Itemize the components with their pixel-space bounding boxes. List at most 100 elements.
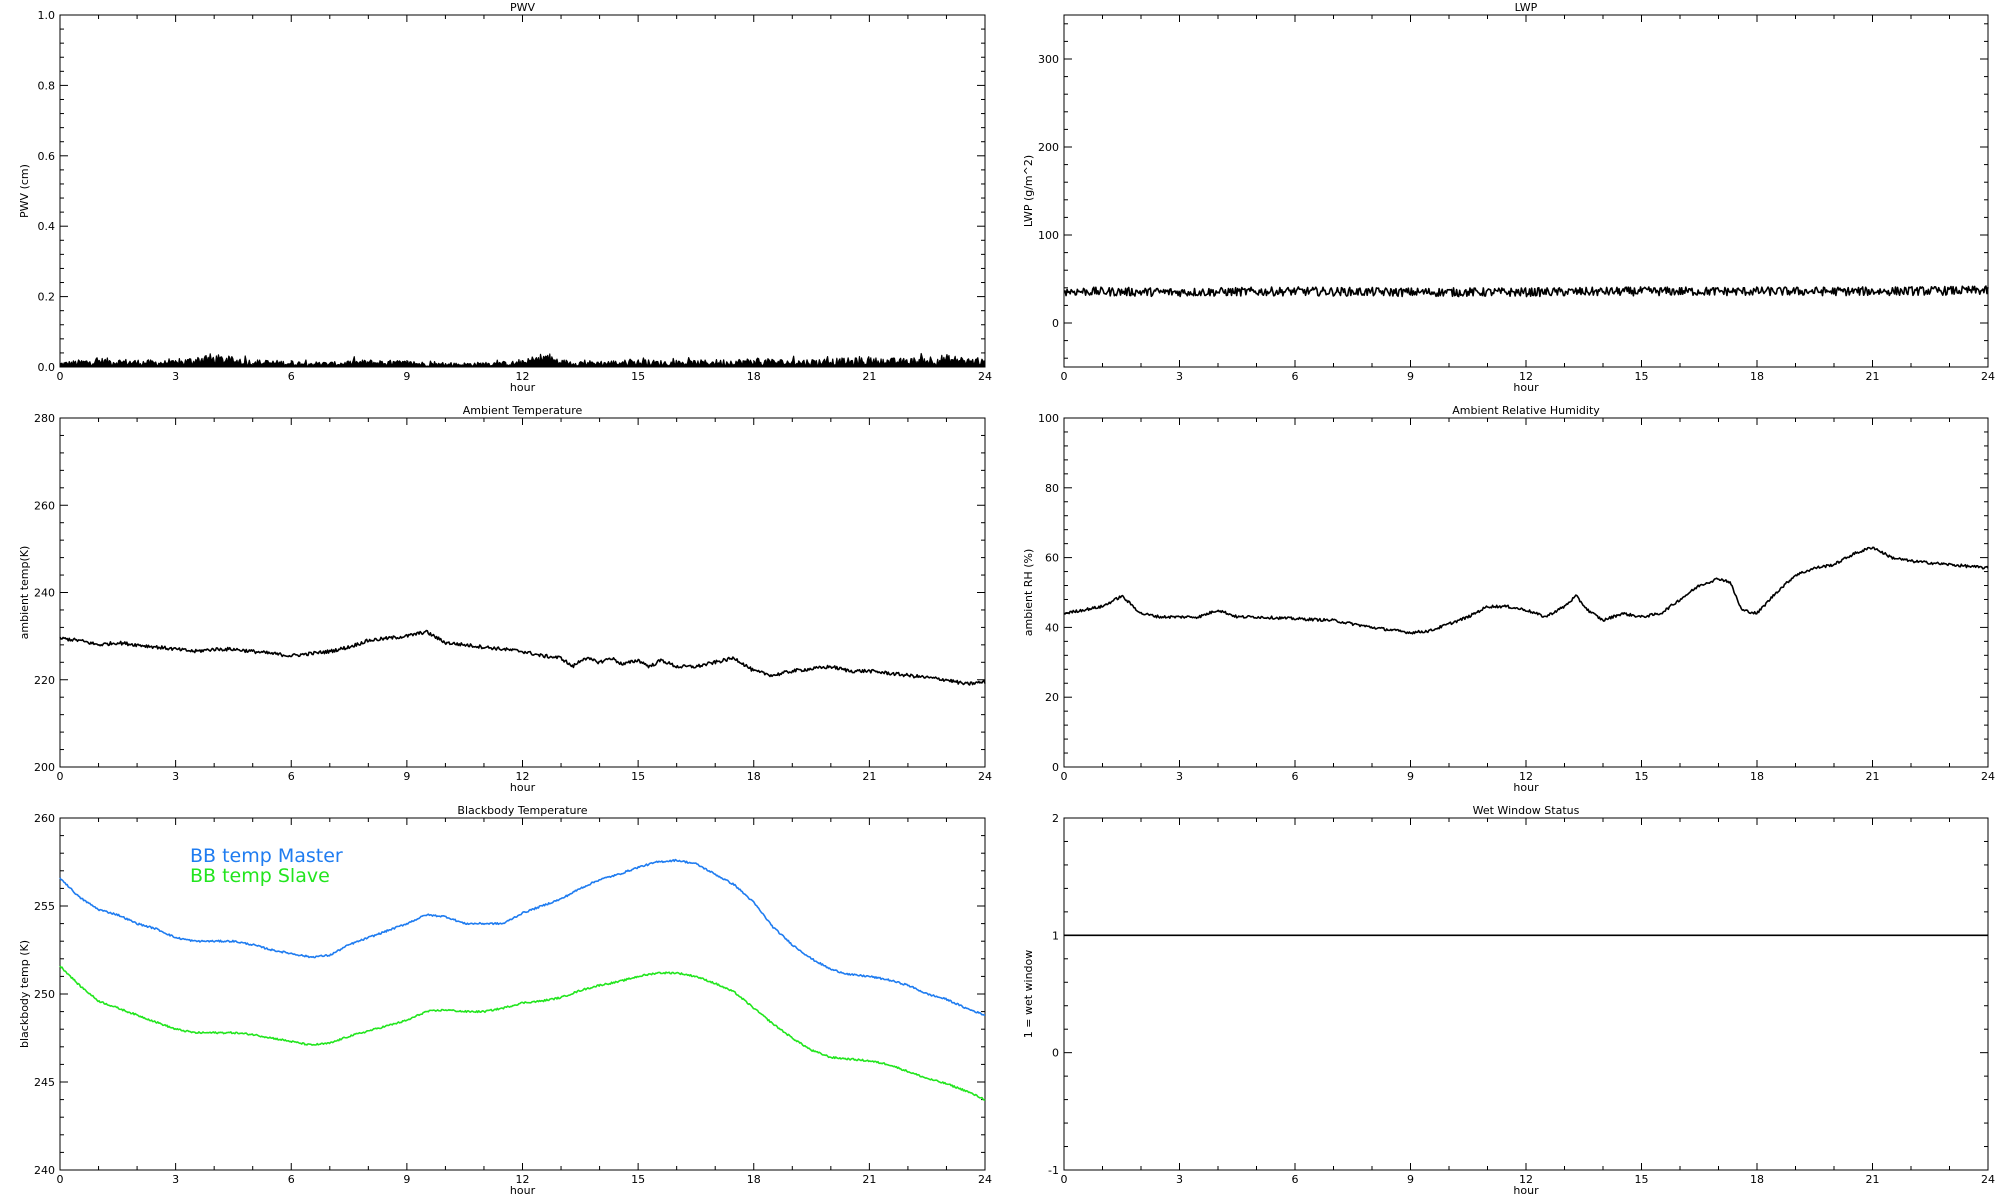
x-tick-label: 0 bbox=[1061, 370, 1068, 383]
y-tick-label: 60 bbox=[1045, 552, 1059, 565]
y-tick-label: 240 bbox=[34, 1164, 55, 1177]
y-axis-title: PWV (cm) bbox=[18, 164, 31, 218]
x-tick-label: 6 bbox=[1292, 770, 1299, 783]
series-line bbox=[1063, 546, 1989, 635]
y-tick-label: 0 bbox=[1052, 761, 1059, 774]
x-tick-label: 18 bbox=[747, 1173, 761, 1186]
y-tick-label: 240 bbox=[34, 587, 55, 600]
x-tick-label: 15 bbox=[631, 770, 645, 783]
x-tick-label: 9 bbox=[403, 370, 410, 383]
x-tick-label: 0 bbox=[1061, 770, 1068, 783]
y-tick-label: 100 bbox=[1038, 229, 1059, 242]
legend-entry: BB temp Slave bbox=[190, 865, 330, 887]
chart-panel-blackbody-temp: Blackbody Temperature 0 3 6 9 12 15 18 21 24 hour 2… bbox=[18, 804, 992, 1197]
y-tick-label: 0 bbox=[1052, 1047, 1059, 1060]
x-tick-label: 18 bbox=[747, 370, 761, 383]
x-tick-label: 15 bbox=[1635, 770, 1649, 783]
x-tick-label: 6 bbox=[288, 370, 295, 383]
y-tick-label: 200 bbox=[1038, 141, 1059, 154]
legend-entry: BB temp Master bbox=[190, 845, 343, 867]
x-axis-title: hour bbox=[510, 381, 536, 394]
x-tick-label: 18 bbox=[1750, 1173, 1764, 1186]
x-tick-label: 3 bbox=[172, 370, 179, 383]
x-tick-label: 9 bbox=[1407, 1173, 1414, 1186]
y-tick-label: 250 bbox=[34, 988, 55, 1001]
y-tick-label: 2 bbox=[1052, 812, 1059, 825]
x-tick-label: 18 bbox=[1750, 370, 1764, 383]
x-tick-label: 3 bbox=[1176, 770, 1183, 783]
panel-title: LWP bbox=[1515, 1, 1538, 14]
x-tick-label: 21 bbox=[1866, 370, 1880, 383]
x-tick-label: 6 bbox=[1292, 1173, 1299, 1186]
x-tick-label: 12 bbox=[1519, 770, 1533, 783]
x-axis-title: hour bbox=[1513, 1184, 1539, 1197]
y-tick-label: 0 bbox=[1052, 317, 1059, 330]
x-tick-label: 0 bbox=[57, 370, 64, 383]
x-tick-label: 21 bbox=[1866, 770, 1880, 783]
series-line-bb-temp-slave bbox=[59, 965, 986, 1102]
y-tick-label: 280 bbox=[34, 412, 55, 425]
y-tick-label: 1 bbox=[1052, 929, 1059, 942]
chart-panel-ambient-temp: Ambient Temperature 0 3 6 9 12 15 18 21 24 hour 200… bbox=[18, 404, 992, 794]
x-tick-label: 21 bbox=[862, 370, 876, 383]
x-tick-label: 6 bbox=[288, 770, 295, 783]
y-tick-label: 0.0 bbox=[38, 361, 56, 374]
panel-title: PWV bbox=[510, 1, 536, 14]
y-tick-label: 200 bbox=[34, 761, 55, 774]
y-axis-title: LWP (g/m^2) bbox=[1022, 155, 1035, 227]
chart-panel-ambient-rh: Ambient Relative Humidity 0 3 6 9 12 15 18 21 24 h… bbox=[1022, 404, 1995, 794]
y-tick-label: 220 bbox=[34, 674, 55, 687]
x-tick-label: 9 bbox=[1407, 770, 1414, 783]
x-tick-label: 15 bbox=[631, 370, 645, 383]
chart-panel-lwp: LWP 0 3 6 9 12 15 18 21 24 hour 0 100 200 300 LWP (g/m^… bbox=[1022, 1, 1995, 394]
y-tick-label: 100 bbox=[1038, 412, 1059, 425]
x-tick-label: 15 bbox=[1635, 370, 1649, 383]
y-tick-label: 0.4 bbox=[38, 220, 56, 233]
y-tick-label: 0.2 bbox=[38, 291, 56, 304]
y-axis-title: 1 = wet window bbox=[1022, 950, 1035, 1039]
x-tick-label: 9 bbox=[403, 1173, 410, 1186]
y-tick-label: 40 bbox=[1045, 621, 1059, 634]
x-axis-title: hour bbox=[510, 1184, 536, 1197]
y-axis-title: blackbody temp (K) bbox=[18, 940, 31, 1048]
chart-panel-pwv: PWV 0 3 6 9 12 15 18 21 24 hour 0.0 0.2 0.4 0.6 0.8 1.0 P… bbox=[18, 1, 992, 394]
y-tick-label: 255 bbox=[34, 900, 55, 913]
x-tick-label: 21 bbox=[862, 770, 876, 783]
x-tick-label: 24 bbox=[1981, 370, 1995, 383]
x-tick-label: 21 bbox=[862, 1173, 876, 1186]
x-tick-label: 0 bbox=[57, 1173, 64, 1186]
y-tick-label: 245 bbox=[34, 1076, 55, 1089]
panel-title: Ambient Temperature bbox=[463, 404, 583, 417]
series-line-bb-temp-master bbox=[59, 858, 986, 1016]
x-tick-label: 15 bbox=[631, 1173, 645, 1186]
x-tick-label: 12 bbox=[516, 770, 530, 783]
x-tick-label: 3 bbox=[172, 1173, 179, 1186]
x-tick-label: 24 bbox=[1981, 770, 1995, 783]
x-tick-label: 3 bbox=[1176, 1173, 1183, 1186]
x-tick-label: 6 bbox=[1292, 370, 1299, 383]
x-tick-label: 12 bbox=[516, 370, 530, 383]
x-tick-label: 18 bbox=[1750, 770, 1764, 783]
x-axis-title: hour bbox=[510, 781, 536, 794]
x-tick-label: 9 bbox=[1407, 370, 1414, 383]
series-line bbox=[59, 629, 986, 686]
y-tick-label: 300 bbox=[1038, 53, 1059, 66]
y-axis-title: ambient temp(K) bbox=[18, 546, 31, 640]
panel-title: Ambient Relative Humidity bbox=[1452, 404, 1600, 417]
y-tick-label: -1 bbox=[1048, 1164, 1059, 1177]
x-tick-label: 18 bbox=[747, 770, 761, 783]
y-tick-label: 80 bbox=[1045, 482, 1059, 495]
y-tick-label: 260 bbox=[34, 812, 55, 825]
x-tick-label: 12 bbox=[1519, 370, 1533, 383]
x-tick-label: 9 bbox=[403, 770, 410, 783]
y-tick-label: 0.8 bbox=[38, 79, 56, 92]
y-tick-label: 0.6 bbox=[38, 150, 56, 163]
x-tick-label: 3 bbox=[172, 770, 179, 783]
series-area bbox=[60, 353, 985, 367]
series-line bbox=[1063, 285, 1989, 298]
panel-title: Wet Window Status bbox=[1473, 804, 1580, 817]
x-tick-label: 24 bbox=[1981, 1173, 1995, 1186]
